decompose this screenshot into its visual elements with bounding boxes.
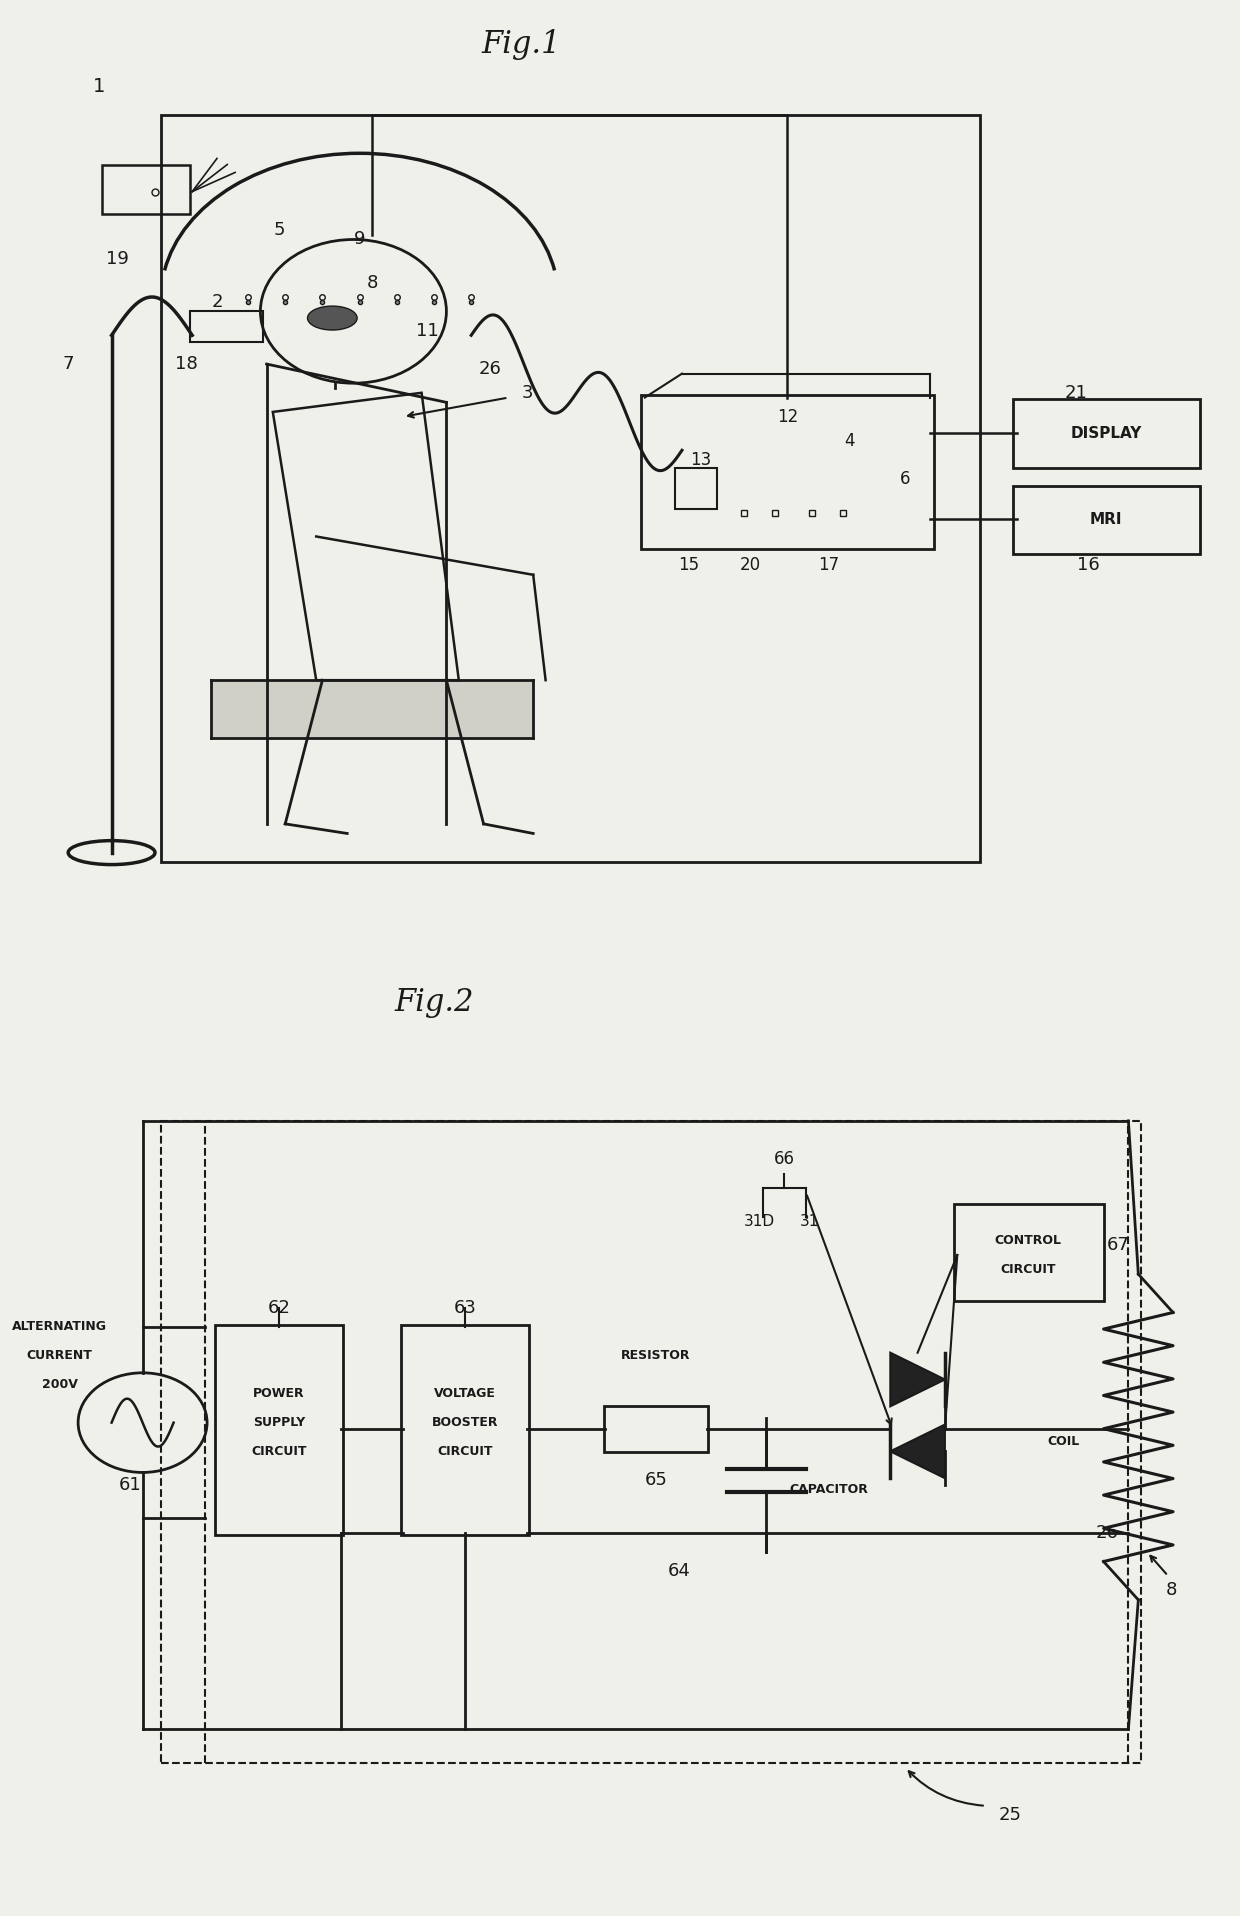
Text: 2: 2 [211, 293, 223, 310]
Text: 66: 66 [774, 1150, 795, 1169]
Text: CIRCUIT: CIRCUIT [1001, 1263, 1055, 1276]
Text: 61: 61 [119, 1475, 141, 1494]
Text: 63: 63 [454, 1299, 476, 1316]
Text: 1: 1 [93, 77, 105, 96]
Text: CONTROL: CONTROL [994, 1234, 1061, 1247]
Text: 16: 16 [1078, 556, 1100, 575]
Text: 13: 13 [689, 450, 712, 469]
Text: 4: 4 [844, 431, 854, 450]
Text: 6: 6 [900, 469, 910, 489]
Text: 5: 5 [273, 220, 285, 240]
Text: 3: 3 [521, 383, 533, 402]
Text: 8: 8 [366, 274, 378, 291]
Text: Fig.2: Fig.2 [394, 987, 474, 1017]
Ellipse shape [308, 307, 357, 330]
Text: 25: 25 [999, 1807, 1022, 1824]
Text: 20: 20 [739, 556, 761, 575]
Text: 15: 15 [677, 556, 699, 575]
Text: 62: 62 [268, 1299, 290, 1316]
Polygon shape [890, 1426, 945, 1479]
Text: Fig.1: Fig.1 [481, 29, 560, 59]
Text: 8: 8 [1166, 1581, 1178, 1600]
Text: 7: 7 [62, 354, 74, 374]
Text: 19: 19 [107, 249, 129, 268]
Text: 200V: 200V [42, 1378, 77, 1391]
Text: POWER: POWER [253, 1387, 305, 1401]
Text: MRI: MRI [1090, 512, 1122, 527]
Text: VOLTAGE: VOLTAGE [434, 1387, 496, 1401]
Text: 31: 31 [800, 1215, 820, 1228]
Text: 26: 26 [1096, 1523, 1118, 1542]
Text: COIL: COIL [1048, 1435, 1080, 1448]
Text: CIRCUIT: CIRCUIT [252, 1445, 306, 1458]
Text: 67: 67 [1107, 1236, 1130, 1255]
Polygon shape [890, 1353, 945, 1406]
Text: 18: 18 [175, 354, 197, 374]
Text: 21: 21 [1065, 383, 1087, 402]
Text: CURRENT: CURRENT [26, 1349, 93, 1362]
Text: SUPPLY: SUPPLY [253, 1416, 305, 1429]
Text: 17: 17 [817, 556, 839, 575]
Text: BOOSTER: BOOSTER [432, 1416, 498, 1429]
Text: RESISTOR: RESISTOR [621, 1349, 691, 1362]
Text: 26: 26 [479, 360, 501, 377]
Text: 65: 65 [645, 1471, 667, 1489]
Text: 12: 12 [776, 408, 799, 425]
Text: CAPACITOR: CAPACITOR [789, 1483, 868, 1496]
Text: 64: 64 [668, 1562, 691, 1581]
Text: 11: 11 [417, 322, 439, 339]
Text: 9: 9 [353, 230, 366, 249]
Text: DISPLAY: DISPLAY [1070, 425, 1142, 441]
Text: CIRCUIT: CIRCUIT [438, 1445, 492, 1458]
Text: ALTERNATING: ALTERNATING [12, 1320, 107, 1334]
Text: 31D: 31D [743, 1215, 775, 1228]
